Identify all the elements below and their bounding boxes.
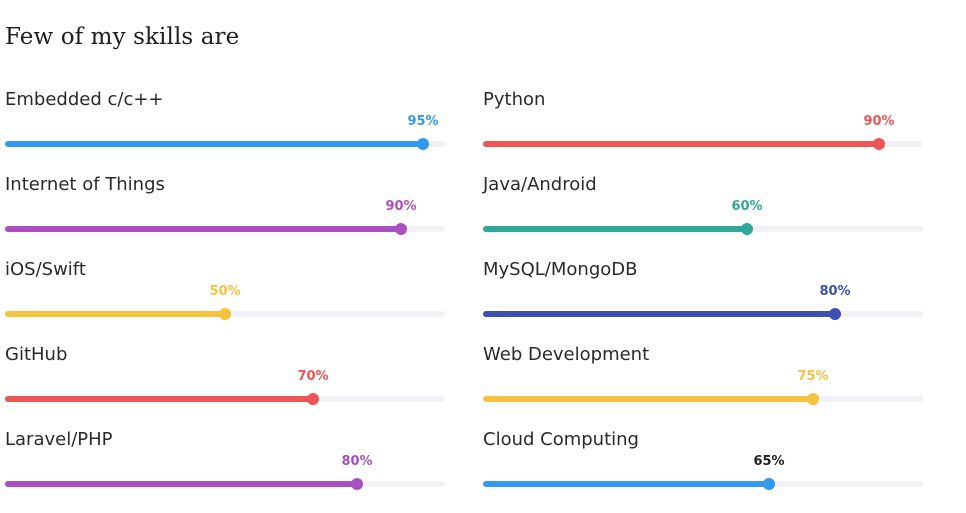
skill-name: Java/Android	[483, 174, 597, 195]
skill-item: Java/Android 60%	[483, 171, 923, 235]
percent-label: 50%	[209, 284, 241, 299]
progress-track: 50%	[5, 284, 445, 320]
progress-knob	[395, 223, 407, 235]
skill-item: Cloud Computing 65%	[483, 426, 923, 490]
percent-label: 95%	[407, 114, 439, 129]
progress-track: 75%	[483, 369, 923, 405]
percent-label: 90%	[385, 199, 417, 214]
percent-label: 65%	[753, 454, 785, 469]
skill-name: MySQL/MongoDB	[483, 259, 638, 280]
progress-fill	[483, 226, 747, 232]
skill-item: MySQL/MongoDB 80%	[483, 256, 923, 320]
progress-track: 95%	[5, 114, 445, 150]
progress-knob	[417, 138, 429, 150]
percent-label: 70%	[297, 369, 329, 384]
progress-track: 90%	[483, 114, 923, 150]
progress-fill	[483, 396, 813, 402]
percent-label: 75%	[797, 369, 829, 384]
skill-name: iOS/Swift	[5, 259, 86, 280]
progress-fill	[483, 481, 769, 487]
progress-track: 80%	[5, 454, 445, 490]
skill-name: Cloud Computing	[483, 429, 639, 450]
progress-fill	[5, 311, 225, 317]
progress-knob	[763, 478, 775, 490]
skill-name: Web Development	[483, 344, 650, 365]
percent-label: 80%	[341, 454, 373, 469]
progress-knob	[807, 393, 819, 405]
progress-fill	[5, 481, 357, 487]
progress-fill	[5, 141, 423, 147]
skill-item: iOS/Swift 50%	[5, 256, 445, 320]
skill-item: Web Development 75%	[483, 341, 923, 405]
progress-track: 80%	[483, 284, 923, 320]
progress-track: 65%	[483, 454, 923, 490]
percent-label: 90%	[863, 114, 895, 129]
progress-knob	[351, 478, 363, 490]
progress-knob	[873, 138, 885, 150]
skill-name: GitHub	[5, 344, 68, 365]
progress-knob	[307, 393, 319, 405]
skills-grid: Embedded c/c++ 95% Python 90% Internet o…	[5, 86, 923, 490]
percent-label: 80%	[819, 284, 851, 299]
progress-fill	[5, 396, 313, 402]
progress-track: 70%	[5, 369, 445, 405]
section-heading: Few of my skills are	[5, 24, 240, 50]
progress-fill	[5, 226, 401, 232]
skill-item: Python 90%	[483, 86, 923, 150]
progress-knob	[741, 223, 753, 235]
progress-fill	[483, 311, 835, 317]
progress-track: 90%	[5, 199, 445, 235]
skill-name: Python	[483, 89, 546, 110]
skill-name: Laravel/PHP	[5, 429, 113, 450]
progress-knob	[219, 308, 231, 320]
skill-name: Internet of Things	[5, 174, 165, 195]
percent-label: 60%	[731, 199, 763, 214]
skill-name: Embedded c/c++	[5, 89, 164, 110]
skill-item: GitHub 70%	[5, 341, 445, 405]
progress-fill	[483, 141, 879, 147]
skill-item: Laravel/PHP 80%	[5, 426, 445, 490]
progress-knob	[829, 308, 841, 320]
progress-track: 60%	[483, 199, 923, 235]
skill-item: Internet of Things 90%	[5, 171, 445, 235]
skill-item: Embedded c/c++ 95%	[5, 86, 445, 150]
